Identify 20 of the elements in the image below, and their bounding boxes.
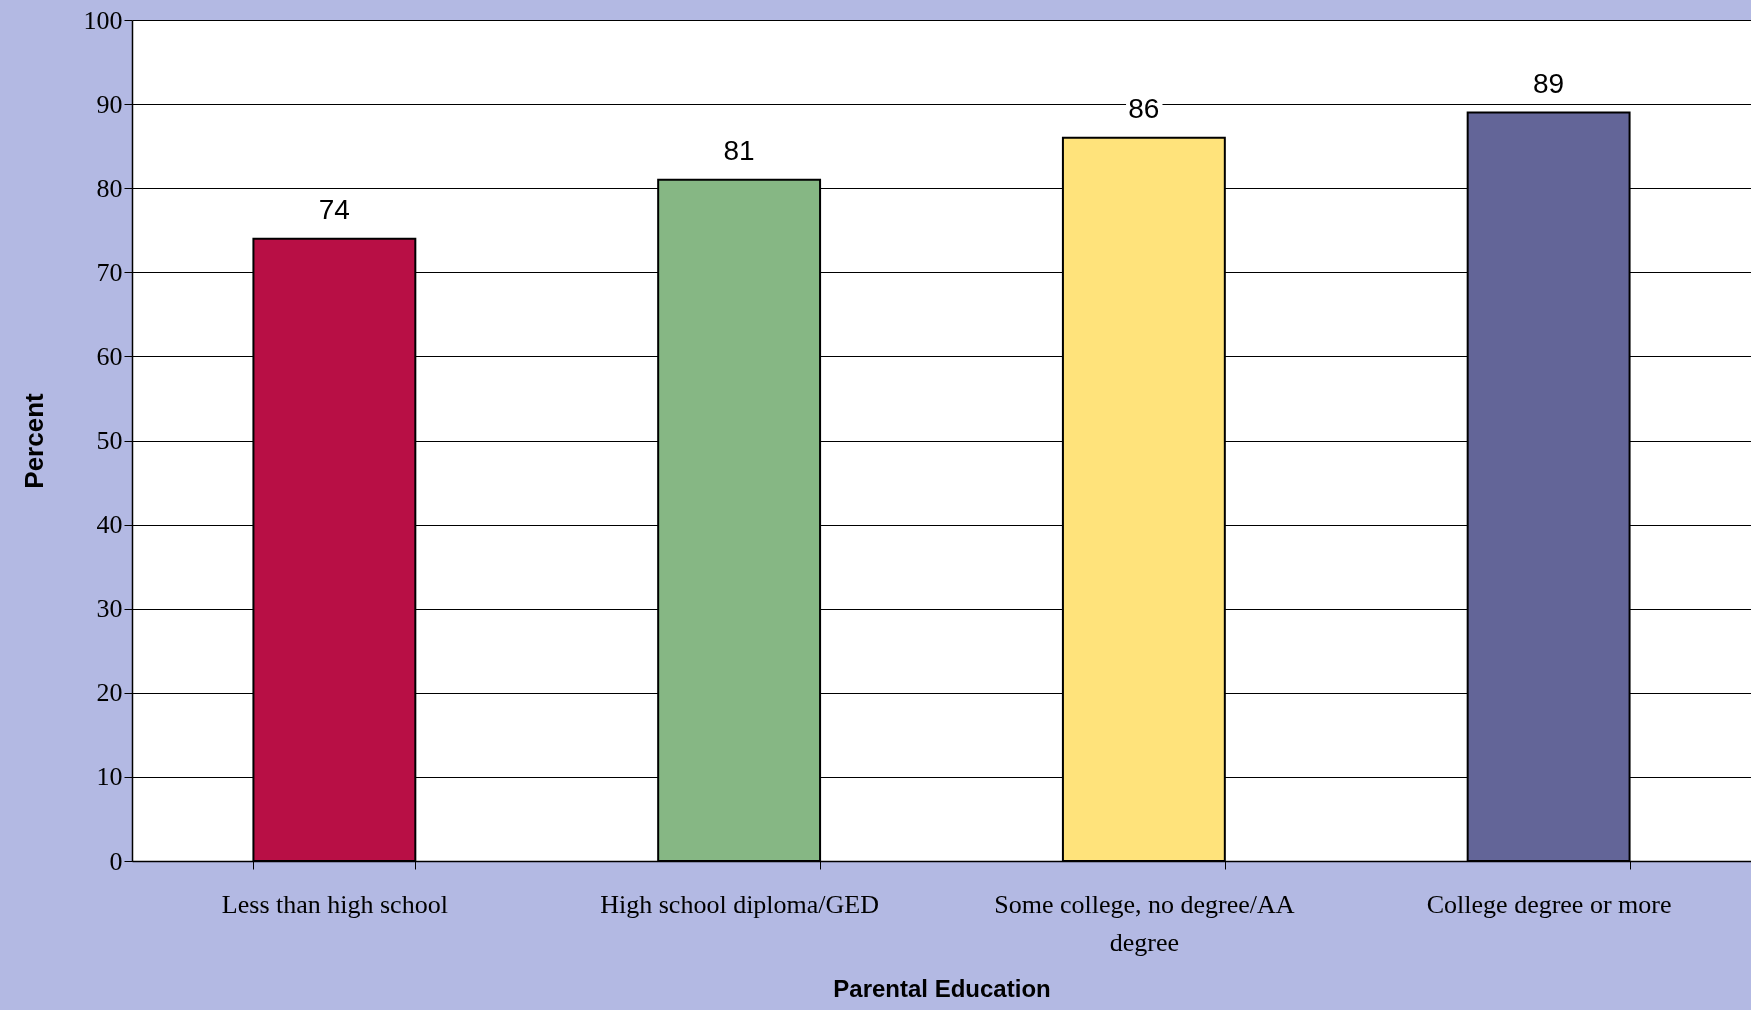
x-tick-label: Less than high school [221, 889, 448, 919]
y-tick-label: 70 [96, 257, 123, 287]
y-tick-label: 60 [96, 341, 123, 371]
y-tick-label: 100 [83, 5, 123, 35]
y-tick-label: 90 [96, 89, 123, 119]
x-tick-label: College degree or more [1426, 889, 1672, 919]
y-tick-label: 20 [96, 678, 123, 708]
y-tick-label: 10 [96, 762, 123, 792]
data-label: 81 [723, 134, 755, 166]
y-tick-label: 30 [96, 594, 123, 624]
x-tick-label: High school diploma/GED [600, 889, 880, 919]
data-label: 74 [318, 193, 350, 225]
x-tick-label: Some college, no degree/AA degree [994, 889, 1295, 957]
y-axis-title: Percent [18, 392, 49, 489]
x-axis-title: Parental Education [833, 974, 1051, 1002]
data-label: 89 [1533, 67, 1565, 99]
y-tick-label: 40 [96, 510, 123, 540]
y-tick-label: 0 [109, 846, 123, 876]
y-tick-label: 80 [96, 173, 123, 203]
y-tick-label: 50 [96, 426, 123, 455]
